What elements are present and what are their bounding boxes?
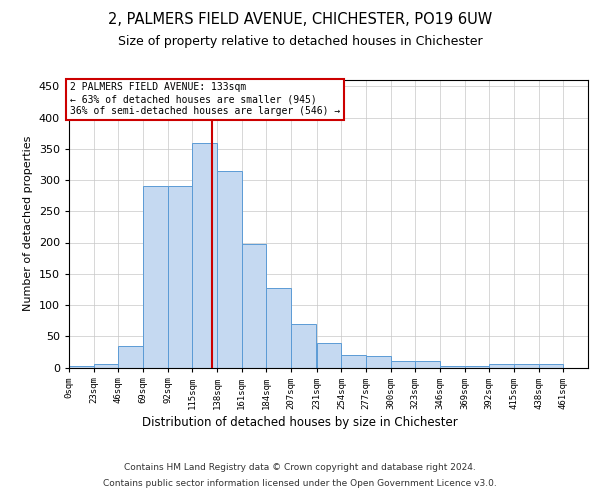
Bar [242, 244, 266, 368]
Bar [539, 364, 563, 368]
Text: 2, PALMERS FIELD AVENUE, CHICHESTER, PO19 6UW: 2, PALMERS FIELD AVENUE, CHICHESTER, PO1… [108, 12, 492, 28]
Bar [143, 186, 167, 368]
Bar [291, 324, 316, 368]
Bar [391, 361, 415, 368]
Bar [490, 364, 514, 368]
Bar [94, 364, 118, 368]
Bar [217, 170, 242, 368]
Bar [317, 342, 341, 367]
Text: Distribution of detached houses by size in Chichester: Distribution of detached houses by size … [142, 416, 458, 429]
Bar [266, 288, 291, 368]
Bar [69, 366, 94, 368]
Text: Size of property relative to detached houses in Chichester: Size of property relative to detached ho… [118, 35, 482, 48]
Bar [193, 142, 217, 368]
Text: Contains HM Land Registry data © Crown copyright and database right 2024.: Contains HM Land Registry data © Crown c… [124, 464, 476, 472]
Text: Contains public sector information licensed under the Open Government Licence v3: Contains public sector information licen… [103, 478, 497, 488]
Bar [118, 346, 143, 368]
Bar [341, 355, 366, 368]
Bar [415, 361, 440, 368]
Bar [366, 356, 391, 368]
Text: 2 PALMERS FIELD AVENUE: 133sqm
← 63% of detached houses are smaller (945)
36% of: 2 PALMERS FIELD AVENUE: 133sqm ← 63% of … [70, 82, 340, 116]
Bar [440, 366, 464, 368]
Bar [167, 186, 193, 368]
Bar [514, 364, 539, 368]
Bar [464, 366, 490, 368]
Y-axis label: Number of detached properties: Number of detached properties [23, 136, 33, 312]
